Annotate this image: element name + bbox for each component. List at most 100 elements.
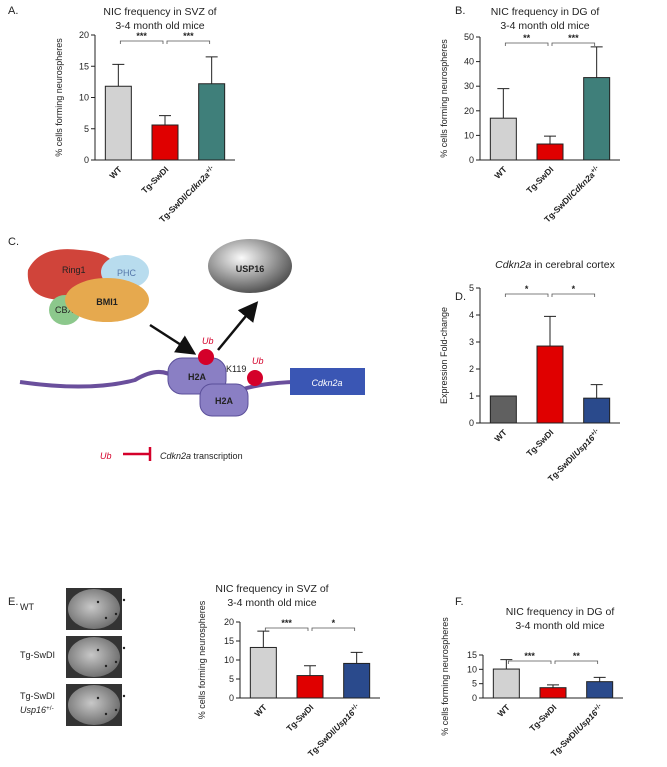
error-bar (205, 56, 218, 84)
bar (536, 345, 564, 424)
bar (586, 681, 614, 699)
colony (104, 712, 108, 716)
error-bar (112, 63, 125, 87)
error-bar (500, 659, 513, 670)
panel-label: F. (455, 596, 464, 608)
significance-bracket (551, 293, 596, 297)
significance-label: *** (281, 618, 292, 628)
chart-title: NIC frequency in SVZ of (103, 6, 216, 18)
colony (114, 708, 118, 712)
colony (122, 694, 126, 698)
arrow (217, 301, 259, 351)
panel-label: E. (8, 596, 18, 608)
colony (104, 616, 108, 620)
significance-bracket (166, 40, 211, 44)
x-tick-label: WT (495, 702, 512, 719)
bmi1-label: BMI1 (96, 297, 118, 307)
chart-title: Cdkn2a in cerebral cortex (495, 259, 615, 271)
h2a-label: H2A (188, 372, 207, 382)
significance-bracket (264, 627, 309, 631)
significance-label: *** (183, 31, 194, 41)
y-tick-label: 2 (469, 364, 474, 374)
bar (536, 143, 564, 161)
error-bar (544, 135, 556, 145)
bar (198, 83, 226, 161)
colony (96, 696, 100, 700)
significance-label: ** (573, 651, 581, 661)
chart-title: NIC frequency in DG of (491, 6, 600, 18)
y-tick-label: 20 (224, 617, 234, 627)
y-axis-label: % cells forming neurospheres (54, 38, 64, 157)
k119-label: K119 (226, 364, 246, 374)
bar (249, 646, 277, 699)
y-tick-label: 1 (469, 391, 474, 401)
chart-title-text: in cerebral cortex (534, 259, 615, 271)
colony (122, 646, 126, 650)
panel-label: C. (8, 236, 19, 248)
error-bar (544, 315, 556, 347)
y-tick-label: 15 (224, 636, 234, 646)
colony (114, 612, 118, 616)
ub-label: Ub (100, 451, 112, 461)
y-tick-label: 5 (469, 283, 474, 293)
chart-title: NIC frequency in SVZ of (215, 583, 328, 595)
x-tick-label: WT (252, 702, 269, 719)
ub-label: Ub (202, 336, 214, 346)
bar (151, 124, 179, 161)
bar (539, 687, 567, 699)
gene-name: Cdkn2a (160, 451, 191, 461)
error-bar (304, 665, 316, 676)
bar (296, 675, 324, 699)
inhibit-word: transcription (194, 451, 243, 461)
significance-label: *** (568, 33, 579, 43)
x-tick-label: Tg-SwDI (284, 702, 315, 733)
arrow (149, 323, 197, 355)
y-tick-label: 5 (229, 674, 234, 684)
error-bar (590, 46, 603, 78)
chart-title: 3-4 month old mice (515, 620, 604, 632)
x-tick-label: Tg-SwDI (524, 164, 555, 195)
usp16-label: USP16 (236, 264, 265, 274)
bmi1-shape (65, 278, 149, 322)
h2a-label: H2A (215, 396, 234, 406)
colony (104, 664, 108, 668)
gene-label: Cdkn2a (311, 378, 342, 388)
colony (96, 648, 100, 652)
plate-well (68, 685, 120, 725)
inhibit-text: Cdkn2a transcription (160, 451, 243, 461)
y-tick-label: 10 (79, 93, 89, 103)
error-bar (350, 651, 363, 664)
colony (122, 598, 126, 602)
y-tick-label: 0 (469, 155, 474, 165)
bar (583, 397, 611, 424)
significance-label: * (572, 284, 576, 294)
ub-circle (198, 349, 214, 365)
error-bar (547, 684, 559, 688)
bar (104, 85, 132, 161)
y-tick-label: 10 (467, 664, 477, 674)
image-label: WT (20, 602, 34, 612)
gene-box (290, 368, 365, 395)
chart-title: 3-4 month old mice (115, 20, 204, 32)
significance-bracket (119, 40, 164, 44)
y-tick-label: 15 (79, 61, 89, 71)
colony (96, 600, 100, 604)
y-axis-label: % cells forming neurospheres (440, 617, 450, 736)
plate-well (68, 637, 120, 677)
ring1-label: Ring1 (62, 265, 86, 275)
y-tick-label: 5 (84, 124, 89, 134)
error-bar (159, 115, 171, 125)
significance-bracket (551, 42, 596, 46)
panel-label: A. (8, 5, 18, 17)
error-bar (593, 676, 606, 682)
panel-label: D. (455, 291, 466, 303)
bar (489, 395, 517, 424)
significance-bracket (504, 42, 549, 46)
y-tick-label: 4 (469, 310, 474, 320)
plate-well (68, 589, 120, 629)
x-tick-label: WT (107, 164, 124, 181)
bar (489, 117, 517, 161)
y-tick-label: 40 (464, 57, 474, 67)
y-tick-label: 3 (469, 337, 474, 347)
